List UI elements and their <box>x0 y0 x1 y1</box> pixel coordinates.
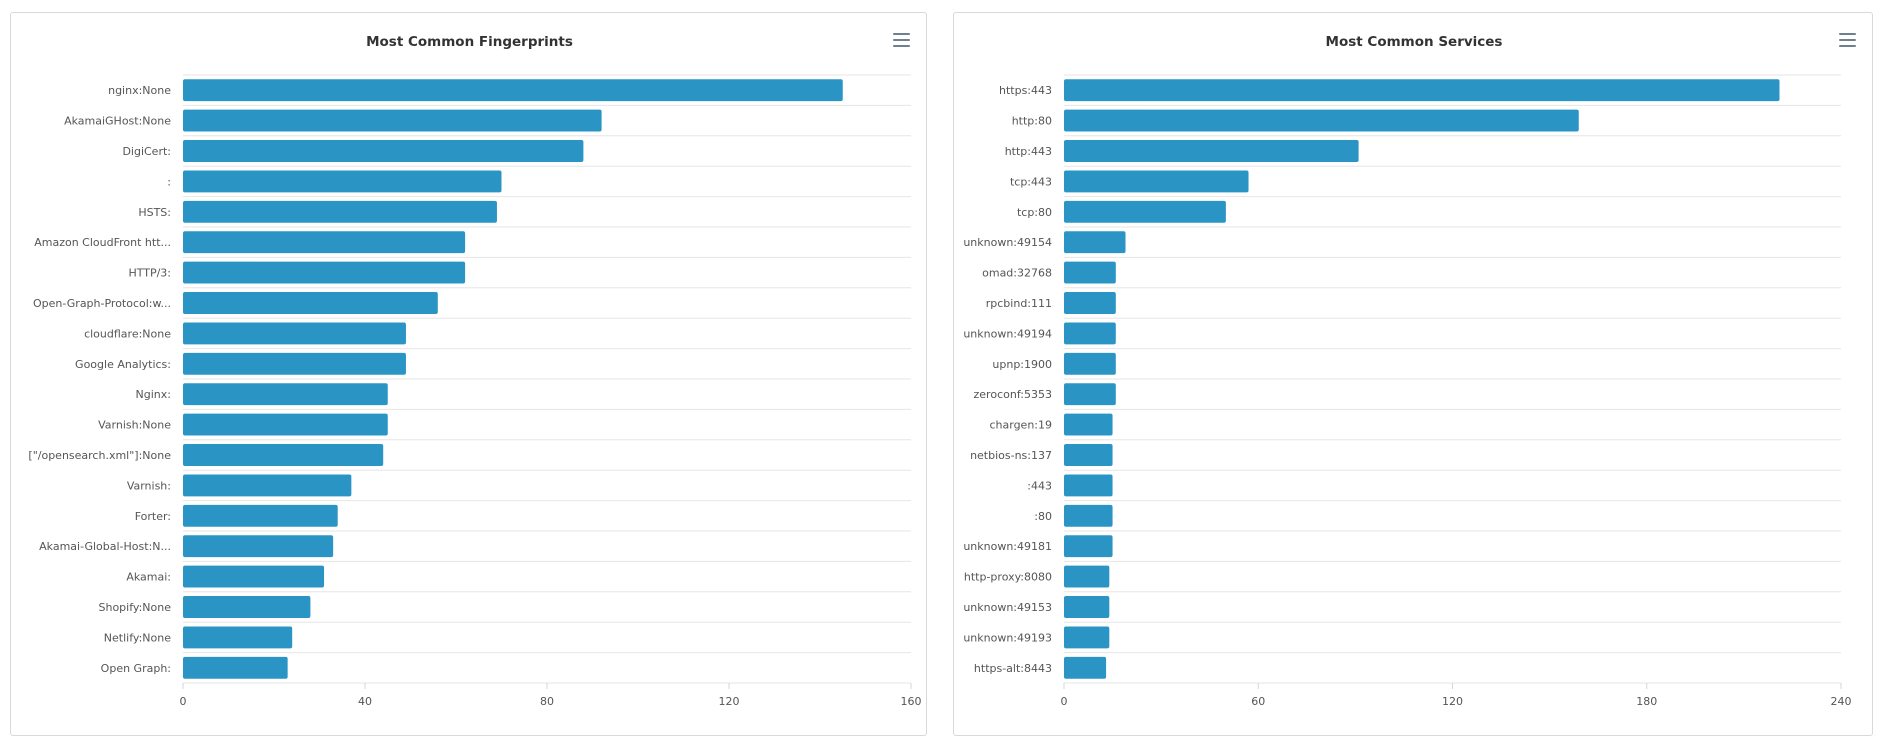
bar[interactable] <box>183 504 338 527</box>
category-label: :80 <box>1034 510 1052 523</box>
bar[interactable] <box>183 200 497 223</box>
bar[interactable] <box>183 322 406 345</box>
x-tick-label: 180 <box>1636 695 1657 708</box>
bar[interactable] <box>1064 261 1116 284</box>
category-label: Nginx: <box>136 388 171 401</box>
category-label: Amazon CloudFront htt... <box>34 236 171 249</box>
bar[interactable] <box>183 535 334 558</box>
category-label: unknown:49154 <box>963 236 1052 249</box>
bar[interactable] <box>183 261 466 284</box>
bar[interactable] <box>1064 413 1113 436</box>
bar[interactable] <box>1064 596 1110 618</box>
bar[interactable] <box>1064 444 1113 466</box>
x-tick-label: 160 <box>901 695 922 708</box>
x-tick-label: 80 <box>540 695 554 708</box>
category-label: https-alt:8443 <box>974 662 1052 675</box>
bar[interactable] <box>1064 200 1226 223</box>
category-label: HSTS: <box>138 206 171 219</box>
bar[interactable] <box>183 140 584 162</box>
category-label: : <box>167 175 171 188</box>
bar[interactable] <box>183 656 288 679</box>
bar[interactable] <box>183 352 406 375</box>
bar[interactable] <box>1064 352 1116 375</box>
category-label: nginx:None <box>108 84 171 97</box>
bar[interactable] <box>1064 170 1249 193</box>
x-tick-label: 240 <box>1831 695 1852 708</box>
bar[interactable] <box>1064 109 1579 132</box>
bar[interactable] <box>1064 140 1359 162</box>
bar[interactable] <box>1064 292 1116 314</box>
bar[interactable] <box>183 596 311 618</box>
category-label: Open-Graph-Protocol:w... <box>33 297 171 310</box>
category-label: cloudflare:None <box>84 327 171 340</box>
category-label: Varnish:None <box>98 419 171 432</box>
bar[interactable] <box>1064 504 1113 527</box>
category-label: unknown:49153 <box>963 601 1052 614</box>
bar[interactable] <box>183 109 602 132</box>
bar[interactable] <box>1064 383 1116 406</box>
category-label: Netlify:None <box>104 631 171 644</box>
x-tick-label: 120 <box>1442 695 1463 708</box>
category-label: Varnish: <box>127 479 171 492</box>
bar[interactable] <box>183 292 438 314</box>
category-label: ["/opensearch.xml"]:None <box>28 449 171 462</box>
category-label: :443 <box>1027 479 1052 492</box>
category-label: Google Analytics: <box>75 358 171 371</box>
bar[interactable] <box>183 474 352 497</box>
bar[interactable] <box>183 170 502 193</box>
bar[interactable] <box>1064 322 1116 345</box>
category-label: http-proxy:8080 <box>964 571 1052 584</box>
chart-menu-hamburger-icon[interactable] <box>1839 33 1856 47</box>
bar[interactable] <box>183 444 384 466</box>
category-label: unknown:49193 <box>963 631 1052 644</box>
x-tick-label: 120 <box>719 695 740 708</box>
category-label: DigiCert: <box>122 145 171 158</box>
fingerprints-chart-panel: Most Common Fingerprints nginx:None Akamai… <box>10 12 927 736</box>
category-label: rpcbind:111 <box>986 297 1052 310</box>
services-chart-panel: Most Common Services https:443 http:80 http… <box>953 12 1873 736</box>
category-label: http:443 <box>1005 145 1052 158</box>
category-label: Open Graph: <box>101 662 171 675</box>
bar[interactable] <box>183 565 325 588</box>
x-tick-label: 0 <box>180 695 187 708</box>
category-label: omad:32768 <box>982 267 1052 280</box>
bar[interactable] <box>183 231 466 254</box>
category-label: https:443 <box>999 84 1052 97</box>
category-label: unknown:49194 <box>963 327 1052 340</box>
x-tick-label: 40 <box>358 695 372 708</box>
category-label: netbios-ns:137 <box>970 449 1052 462</box>
category-label: tcp:80 <box>1017 206 1052 219</box>
chart-title: Most Common Services <box>1326 34 1503 50</box>
services-bar-chart: Most Common Services https:443 http:80 http… <box>963 34 1852 708</box>
bar[interactable] <box>183 383 388 406</box>
category-label: upnp:1900 <box>992 358 1052 371</box>
category-label: tcp:443 <box>1010 175 1052 188</box>
category-label: http:80 <box>1012 115 1052 128</box>
bar[interactable] <box>1064 231 1126 254</box>
category-label: Forter: <box>135 510 171 523</box>
x-tick-label: 0 <box>1061 695 1068 708</box>
bar[interactable] <box>183 626 293 649</box>
x-tick-label: 60 <box>1251 695 1265 708</box>
fingerprints-bar-chart: Most Common Fingerprints nginx:None Akamai… <box>28 34 922 708</box>
chart-menu-hamburger-icon[interactable] <box>893 33 910 47</box>
bar[interactable] <box>1064 535 1113 558</box>
category-label: zeroconf:5353 <box>974 388 1052 401</box>
bar[interactable] <box>1064 79 1780 102</box>
bar[interactable] <box>183 79 843 102</box>
bar[interactable] <box>183 413 388 436</box>
category-label: unknown:49181 <box>963 540 1052 553</box>
category-label: HTTP/3: <box>128 267 171 280</box>
bar[interactable] <box>1064 565 1110 588</box>
category-label: chargen:19 <box>989 419 1052 432</box>
bar[interactable] <box>1064 626 1110 649</box>
category-label: Akamai-Global-Host:N... <box>39 540 171 553</box>
bar[interactable] <box>1064 656 1107 679</box>
bar[interactable] <box>1064 474 1113 497</box>
category-label: AkamaiGHost:None <box>64 115 171 128</box>
category-label: Akamai: <box>126 571 171 584</box>
category-label: Shopify:None <box>98 601 171 614</box>
chart-title: Most Common Fingerprints <box>366 34 573 50</box>
